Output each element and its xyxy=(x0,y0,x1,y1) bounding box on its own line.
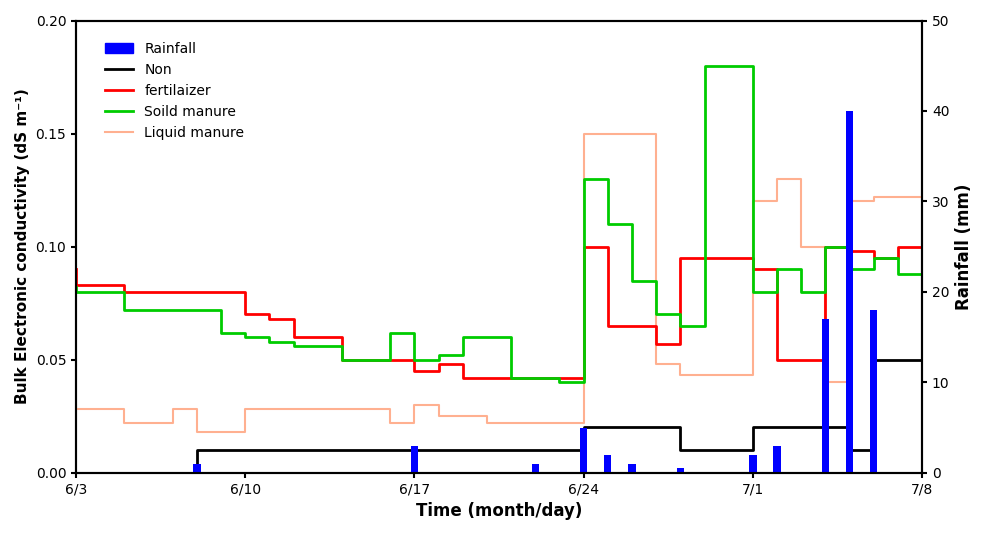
Y-axis label: Bulk Electronic conductivity (dS m⁻¹): Bulk Electronic conductivity (dS m⁻¹) xyxy=(15,89,30,404)
Bar xyxy=(605,455,612,473)
Legend: Rainfall, Non, fertilaizer, Soild manure, Liquid manure: Rainfall, Non, fertilaizer, Soild manure… xyxy=(100,36,250,146)
Bar xyxy=(749,455,757,473)
Bar xyxy=(580,427,587,473)
Bar xyxy=(774,446,781,473)
Bar xyxy=(532,464,538,473)
Bar xyxy=(677,468,684,473)
Bar xyxy=(822,319,829,473)
Bar xyxy=(846,111,854,473)
X-axis label: Time (month/day): Time (month/day) xyxy=(416,502,582,520)
Bar xyxy=(628,464,635,473)
Bar xyxy=(194,464,201,473)
Bar xyxy=(870,310,877,473)
Bar xyxy=(411,446,418,473)
Y-axis label: Rainfall (mm): Rainfall (mm) xyxy=(955,184,973,310)
